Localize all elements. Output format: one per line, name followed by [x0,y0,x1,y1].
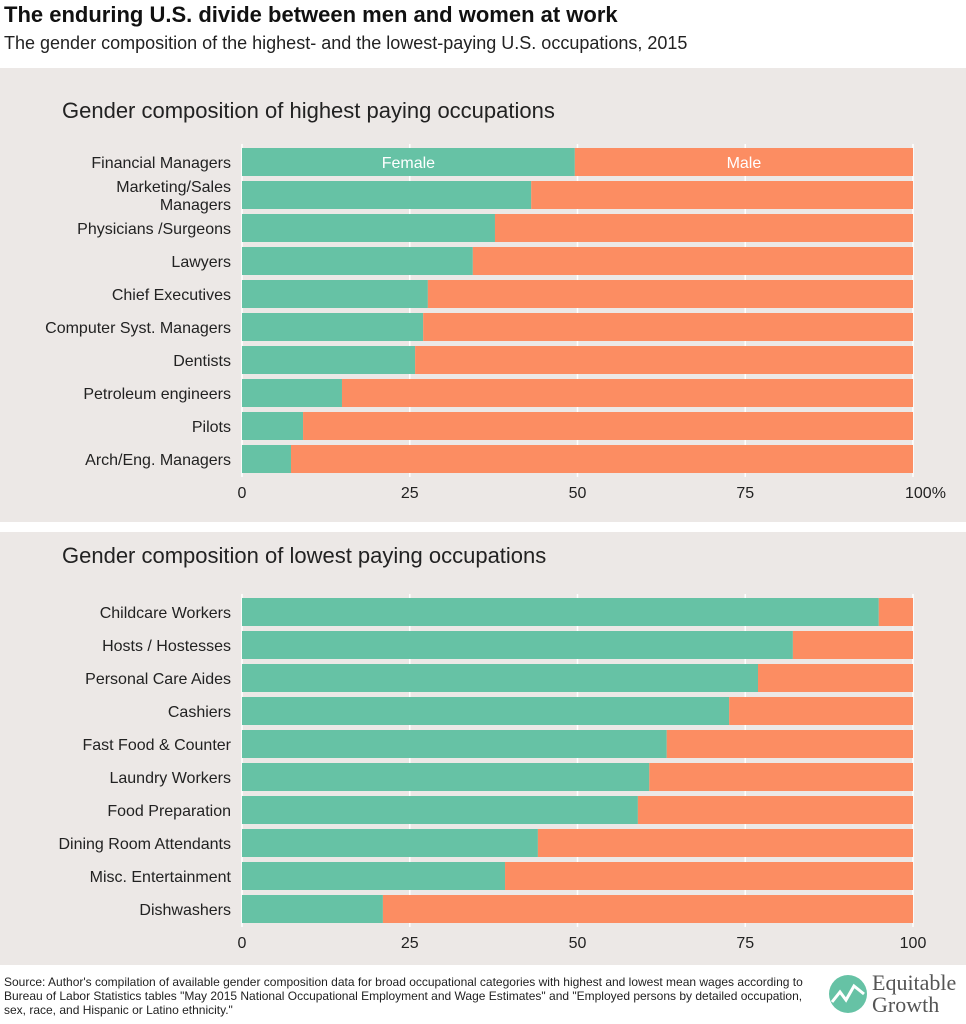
bar-male [494,214,913,242]
bar-female [242,664,758,692]
bar-female [242,346,416,374]
category-label: Food Preparation [107,803,231,820]
bar-male [415,346,913,374]
x-tick-label: 25 [401,935,419,952]
bar-female [242,445,291,473]
bar-male [303,412,913,440]
bar-female [242,829,538,857]
category-label: Computer Syst. Managers [45,320,231,337]
bar-male [729,697,913,725]
chart-subtitle: The gender composition of the highest- a… [4,33,688,53]
legend-label-female: Female [382,155,435,172]
bar-male [878,598,913,626]
x-tick-label: 100 [900,935,927,952]
category-label: Dishwashers [139,902,231,919]
category-label: Managers [160,197,231,214]
panel-title: Gender composition of highest paying occ… [62,98,555,123]
category-label: Marketing/Sales [116,179,231,196]
bar-male [574,148,913,176]
bar-female [242,598,879,626]
bar-male [792,631,913,659]
equitable-growth-logo: Equitable Growth [828,972,966,1020]
x-tick-label: 100% [905,485,946,502]
bar-female [242,730,667,758]
bar-male [757,664,913,692]
bar-female [242,796,638,824]
bar-female [242,862,506,890]
logo-line2: Growth [872,992,940,1017]
x-tick-label: 50 [569,935,587,952]
bar-male [505,862,913,890]
bar-female [242,214,495,242]
bar-male [531,181,913,209]
panel-title: Gender composition of lowest paying occu… [62,543,546,568]
category-label: Childcare Workers [100,605,231,622]
bar-male [382,895,913,923]
bar-male [423,313,913,341]
x-tick-label: 75 [736,935,754,952]
bar-female [242,280,428,308]
category-label: Laundry Workers [109,770,231,787]
bar-male [427,280,913,308]
category-label: Pilots [192,419,231,436]
source-note: Source: Author's compilation of availabl… [4,975,803,1017]
chart-title: The enduring U.S. divide between men and… [4,2,618,27]
category-label: Financial Managers [91,155,231,172]
logo-line1: Equitable [872,970,957,995]
x-tick-label: 0 [238,935,247,952]
bar-female [242,148,575,176]
bar-female [242,631,793,659]
bar-male [649,763,913,791]
bar-female [242,313,424,341]
category-label: Lawyers [171,254,231,271]
bar-female [242,895,383,923]
category-label: Personal Care Aides [85,671,231,688]
bar-female [242,247,473,275]
x-tick-label: 75 [736,485,754,502]
category-label: Petroleum engineers [83,386,231,403]
x-tick-label: 25 [401,485,419,502]
category-label: Cashiers [168,704,231,721]
x-tick-label: 50 [569,485,587,502]
bar-male [537,829,913,857]
bar-female [242,763,650,791]
category-label: Dentists [173,353,231,370]
x-tick-label: 0 [238,485,247,502]
category-label: Hosts / Hostesses [102,638,231,655]
charts: Gender composition of highest paying occ… [0,68,966,965]
bar-male [341,379,913,407]
category-label: Misc. Entertainment [90,869,232,886]
category-label: Physicians /Surgeons [77,221,231,238]
logo-icon [829,975,867,1013]
bar-male [290,445,913,473]
category-label: Fast Food & Counter [82,737,231,754]
legend-label-male: Male [727,155,762,172]
bar-male [472,247,913,275]
bar-female [242,379,342,407]
category-label: Arch/Eng. Managers [85,452,231,469]
bar-female [242,181,532,209]
bar-male [666,730,913,758]
bar-female [242,412,304,440]
category-label: Chief Executives [112,287,231,304]
bar-male [637,796,913,824]
category-label: Dining Room Attendants [58,836,231,853]
bar-female [242,697,730,725]
